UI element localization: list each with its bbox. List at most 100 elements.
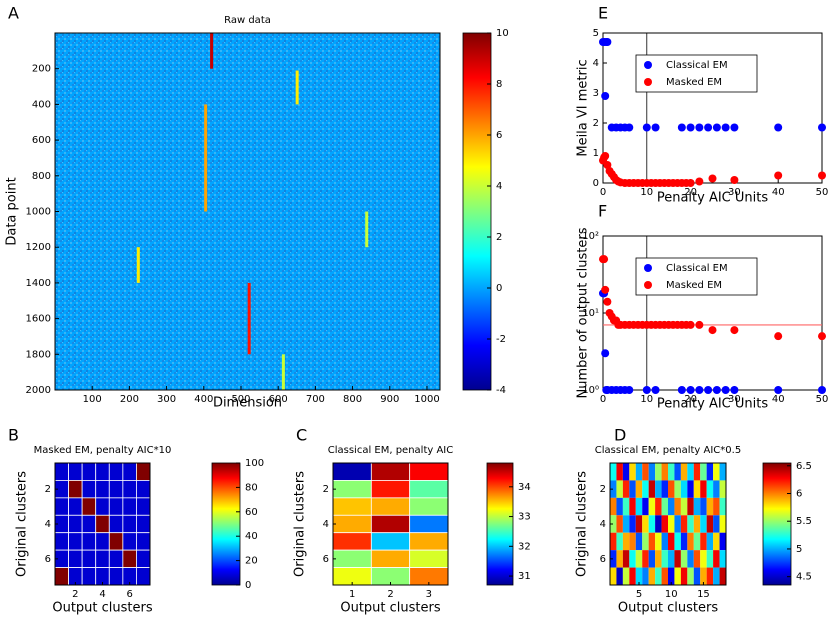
cell [108, 480, 124, 499]
x-tick-label: 10 [640, 394, 653, 405]
legend-label: Classical EM [666, 60, 728, 71]
cell [680, 532, 688, 551]
cell [648, 550, 656, 568]
cell [95, 514, 110, 534]
cell [95, 462, 110, 481]
cell [687, 567, 694, 585]
cell [680, 550, 688, 568]
cell [370, 497, 411, 516]
cell [95, 497, 110, 516]
stripe [210, 33, 214, 69]
x-axis-label: Output clusters [618, 601, 719, 616]
cell [108, 532, 124, 551]
colorbar-tick-label: 34 [518, 482, 531, 493]
cell [622, 550, 630, 568]
legend-marker [644, 281, 652, 289]
cell [719, 515, 726, 533]
y-axis-label: Data point [5, 177, 20, 245]
cell [122, 462, 137, 481]
cell [622, 480, 630, 498]
cell [655, 480, 662, 498]
legend-label: Masked EM [666, 77, 722, 88]
legend-label: Masked EM [666, 280, 722, 291]
legend [635, 54, 758, 93]
point [774, 123, 783, 132]
cell [674, 497, 681, 516]
cell [668, 567, 675, 585]
cell [108, 567, 124, 586]
point [774, 171, 783, 180]
point [651, 386, 660, 394]
cell [635, 463, 643, 481]
cell [122, 514, 137, 534]
cell [635, 567, 643, 585]
y-tick-label: 1000 [26, 207, 51, 218]
y-tick-label: 1800 [26, 349, 51, 360]
cell [693, 550, 701, 568]
point [603, 38, 612, 46]
panel-letter: F [598, 202, 607, 221]
y-tick-label: 600 [32, 135, 51, 146]
cell [713, 480, 720, 498]
x-tick-label: 40 [772, 394, 785, 405]
point [686, 320, 695, 329]
y-tick-label: 6 [45, 554, 51, 565]
cell [642, 480, 649, 498]
cell [706, 480, 714, 498]
x-tick-label: 300 [157, 394, 176, 405]
x-tick-label: 700 [306, 394, 325, 405]
point [686, 386, 695, 394]
cell [54, 567, 69, 586]
cell [693, 567, 701, 585]
point [708, 174, 717, 183]
y-tick-label: 400 [32, 99, 51, 110]
cell [661, 532, 668, 551]
x-tick-label: 600 [269, 394, 288, 405]
point [708, 326, 717, 335]
colorbar-tick-label: 60 [245, 507, 258, 518]
cell [332, 532, 372, 551]
colorbar-tick-label: 0 [245, 580, 251, 591]
cell [409, 549, 449, 568]
cell [616, 532, 623, 551]
cell [610, 567, 617, 585]
x-axis-label: Output clusters [340, 601, 441, 616]
panel-letter: D [614, 426, 626, 445]
y-tick-label: 4 [45, 519, 51, 530]
point [677, 123, 686, 132]
y-tick-label: 4 [600, 519, 606, 530]
cell [122, 549, 137, 568]
cell [693, 497, 701, 516]
colorbar-tick-label: 0 [496, 283, 502, 294]
cell [668, 463, 675, 481]
point [642, 386, 651, 394]
stripe [295, 70, 299, 105]
cell [629, 567, 636, 585]
cell [642, 550, 649, 568]
colorbar [462, 32, 492, 391]
y-tick-label: 2 [600, 484, 606, 495]
cell [680, 463, 688, 481]
cell [687, 532, 694, 551]
cell [719, 550, 726, 568]
x-tick-label: 0 [600, 187, 606, 198]
cell [719, 532, 726, 551]
cell [687, 497, 694, 516]
cell [629, 550, 636, 568]
cell [136, 462, 151, 481]
cell [54, 462, 69, 481]
panel-letter: E [598, 4, 608, 23]
cell [409, 497, 449, 516]
cell [719, 497, 726, 516]
x-tick-label: 3 [426, 589, 432, 600]
point [721, 123, 730, 132]
cell [648, 480, 656, 498]
cell [642, 463, 649, 481]
stripe [136, 247, 140, 283]
colorbar-tick-label: 10 [496, 28, 509, 39]
cell [68, 480, 83, 499]
cell [136, 567, 151, 586]
y-axis-label: Original clusters [293, 471, 308, 577]
cell [136, 497, 151, 516]
x-tick-label: 30 [728, 187, 741, 198]
